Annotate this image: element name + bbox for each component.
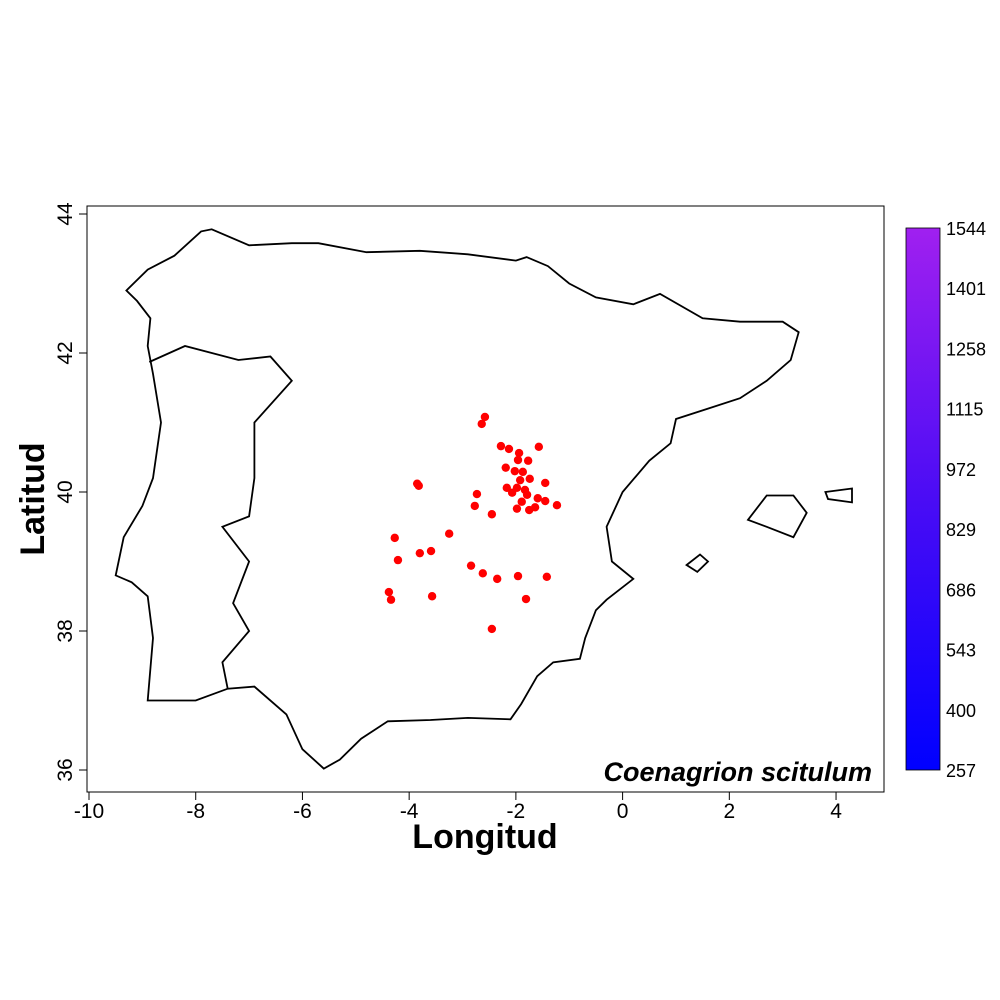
occurrence-point	[510, 466, 520, 476]
occurrence-point	[480, 412, 490, 422]
y-tick-label: 36	[54, 758, 77, 781]
coastline	[114, 228, 853, 770]
balearic-island-outline	[824, 487, 853, 504]
x-tick-label: 4	[830, 800, 842, 823]
occurrence-point	[552, 501, 562, 510]
colorbar-label: 400	[946, 701, 976, 721]
y-tick-label: 38	[54, 619, 77, 642]
occurrence-point	[414, 481, 423, 490]
species-title: Coenagrion scitulum	[603, 757, 872, 787]
occurrence-point	[513, 571, 523, 581]
occurrence-point	[386, 595, 396, 604]
occurrence-point	[507, 488, 517, 497]
occurrence-point	[525, 474, 534, 483]
y-tick-label: 40	[54, 480, 77, 503]
colorbar-label: 1258	[946, 339, 986, 359]
x-tick-label: 0	[617, 800, 629, 823]
occurrence-point	[415, 548, 425, 558]
occurrence-point	[493, 574, 502, 584]
iberian-peninsula-outline	[114, 228, 800, 770]
occurrence-point	[390, 533, 399, 543]
occurrence-point	[517, 497, 526, 506]
occurrence-point	[514, 448, 524, 458]
occurrence-point	[512, 504, 522, 513]
occurrence-point	[513, 455, 523, 465]
occurrence-point	[518, 467, 528, 477]
occurrence-point	[522, 490, 532, 499]
colorbar	[905, 227, 941, 771]
occurrence-point	[541, 496, 550, 506]
occurrence-point	[496, 441, 506, 451]
y-tick-label: 42	[54, 341, 77, 364]
colorbar-label: 829	[946, 520, 976, 540]
occurrence-point	[504, 444, 514, 454]
occurrence-point	[466, 561, 476, 570]
occurrence-point	[515, 475, 525, 485]
occurrence-points	[384, 412, 562, 634]
spain-portugal-border	[148, 345, 294, 689]
colorbar-label: 1401	[946, 279, 986, 299]
occurrence-point	[533, 494, 542, 503]
colorbar-legend: 1544 1401 1258 1115 972 829 686 543 400 257	[905, 219, 986, 781]
occurrence-point	[384, 587, 394, 597]
occurrence-point	[530, 503, 540, 512]
occurrence-point	[487, 624, 497, 634]
colorbar-label: 543	[946, 641, 976, 661]
x-tick-label: -6	[293, 800, 312, 823]
occurrence-point	[534, 442, 544, 452]
colorbar-label: 686	[946, 580, 976, 600]
x-tick-label: -2	[507, 800, 526, 823]
balearic-island-outline	[685, 553, 710, 574]
x-tick-label: -4	[400, 800, 419, 823]
occurrence-point	[541, 478, 550, 488]
y-tick-label: 44	[54, 202, 77, 226]
occurrence-point	[502, 483, 512, 493]
x-axis-label: Longitud	[412, 818, 557, 856]
occurrence-point	[470, 501, 479, 511]
occurrence-point	[501, 463, 510, 472]
colorbar-label: 1115	[946, 400, 983, 420]
plot-frame	[86, 205, 885, 793]
occurrence-point	[523, 456, 533, 465]
occurrence-point	[444, 529, 454, 538]
balearic-island-outline	[746, 494, 808, 539]
occurrence-point	[478, 569, 487, 578]
colorbar-label: 972	[946, 460, 976, 480]
occurrence-point	[477, 419, 486, 429]
y-axis-label: Latitud	[14, 442, 52, 555]
occurrence-point	[521, 594, 531, 604]
occurrence-point	[427, 592, 437, 601]
occurrence-point	[487, 510, 497, 519]
occurrence-point	[426, 546, 436, 556]
occurrence-point	[542, 572, 552, 581]
colorbar-label: 1544	[946, 219, 986, 239]
x-tick-label: -8	[186, 800, 205, 823]
x-tick-label: 2	[723, 800, 735, 823]
colorbar-label: 257	[946, 761, 976, 781]
occurrence-point	[393, 555, 403, 565]
occurrence-point	[472, 489, 482, 499]
x-tick-label: -10	[74, 800, 104, 823]
